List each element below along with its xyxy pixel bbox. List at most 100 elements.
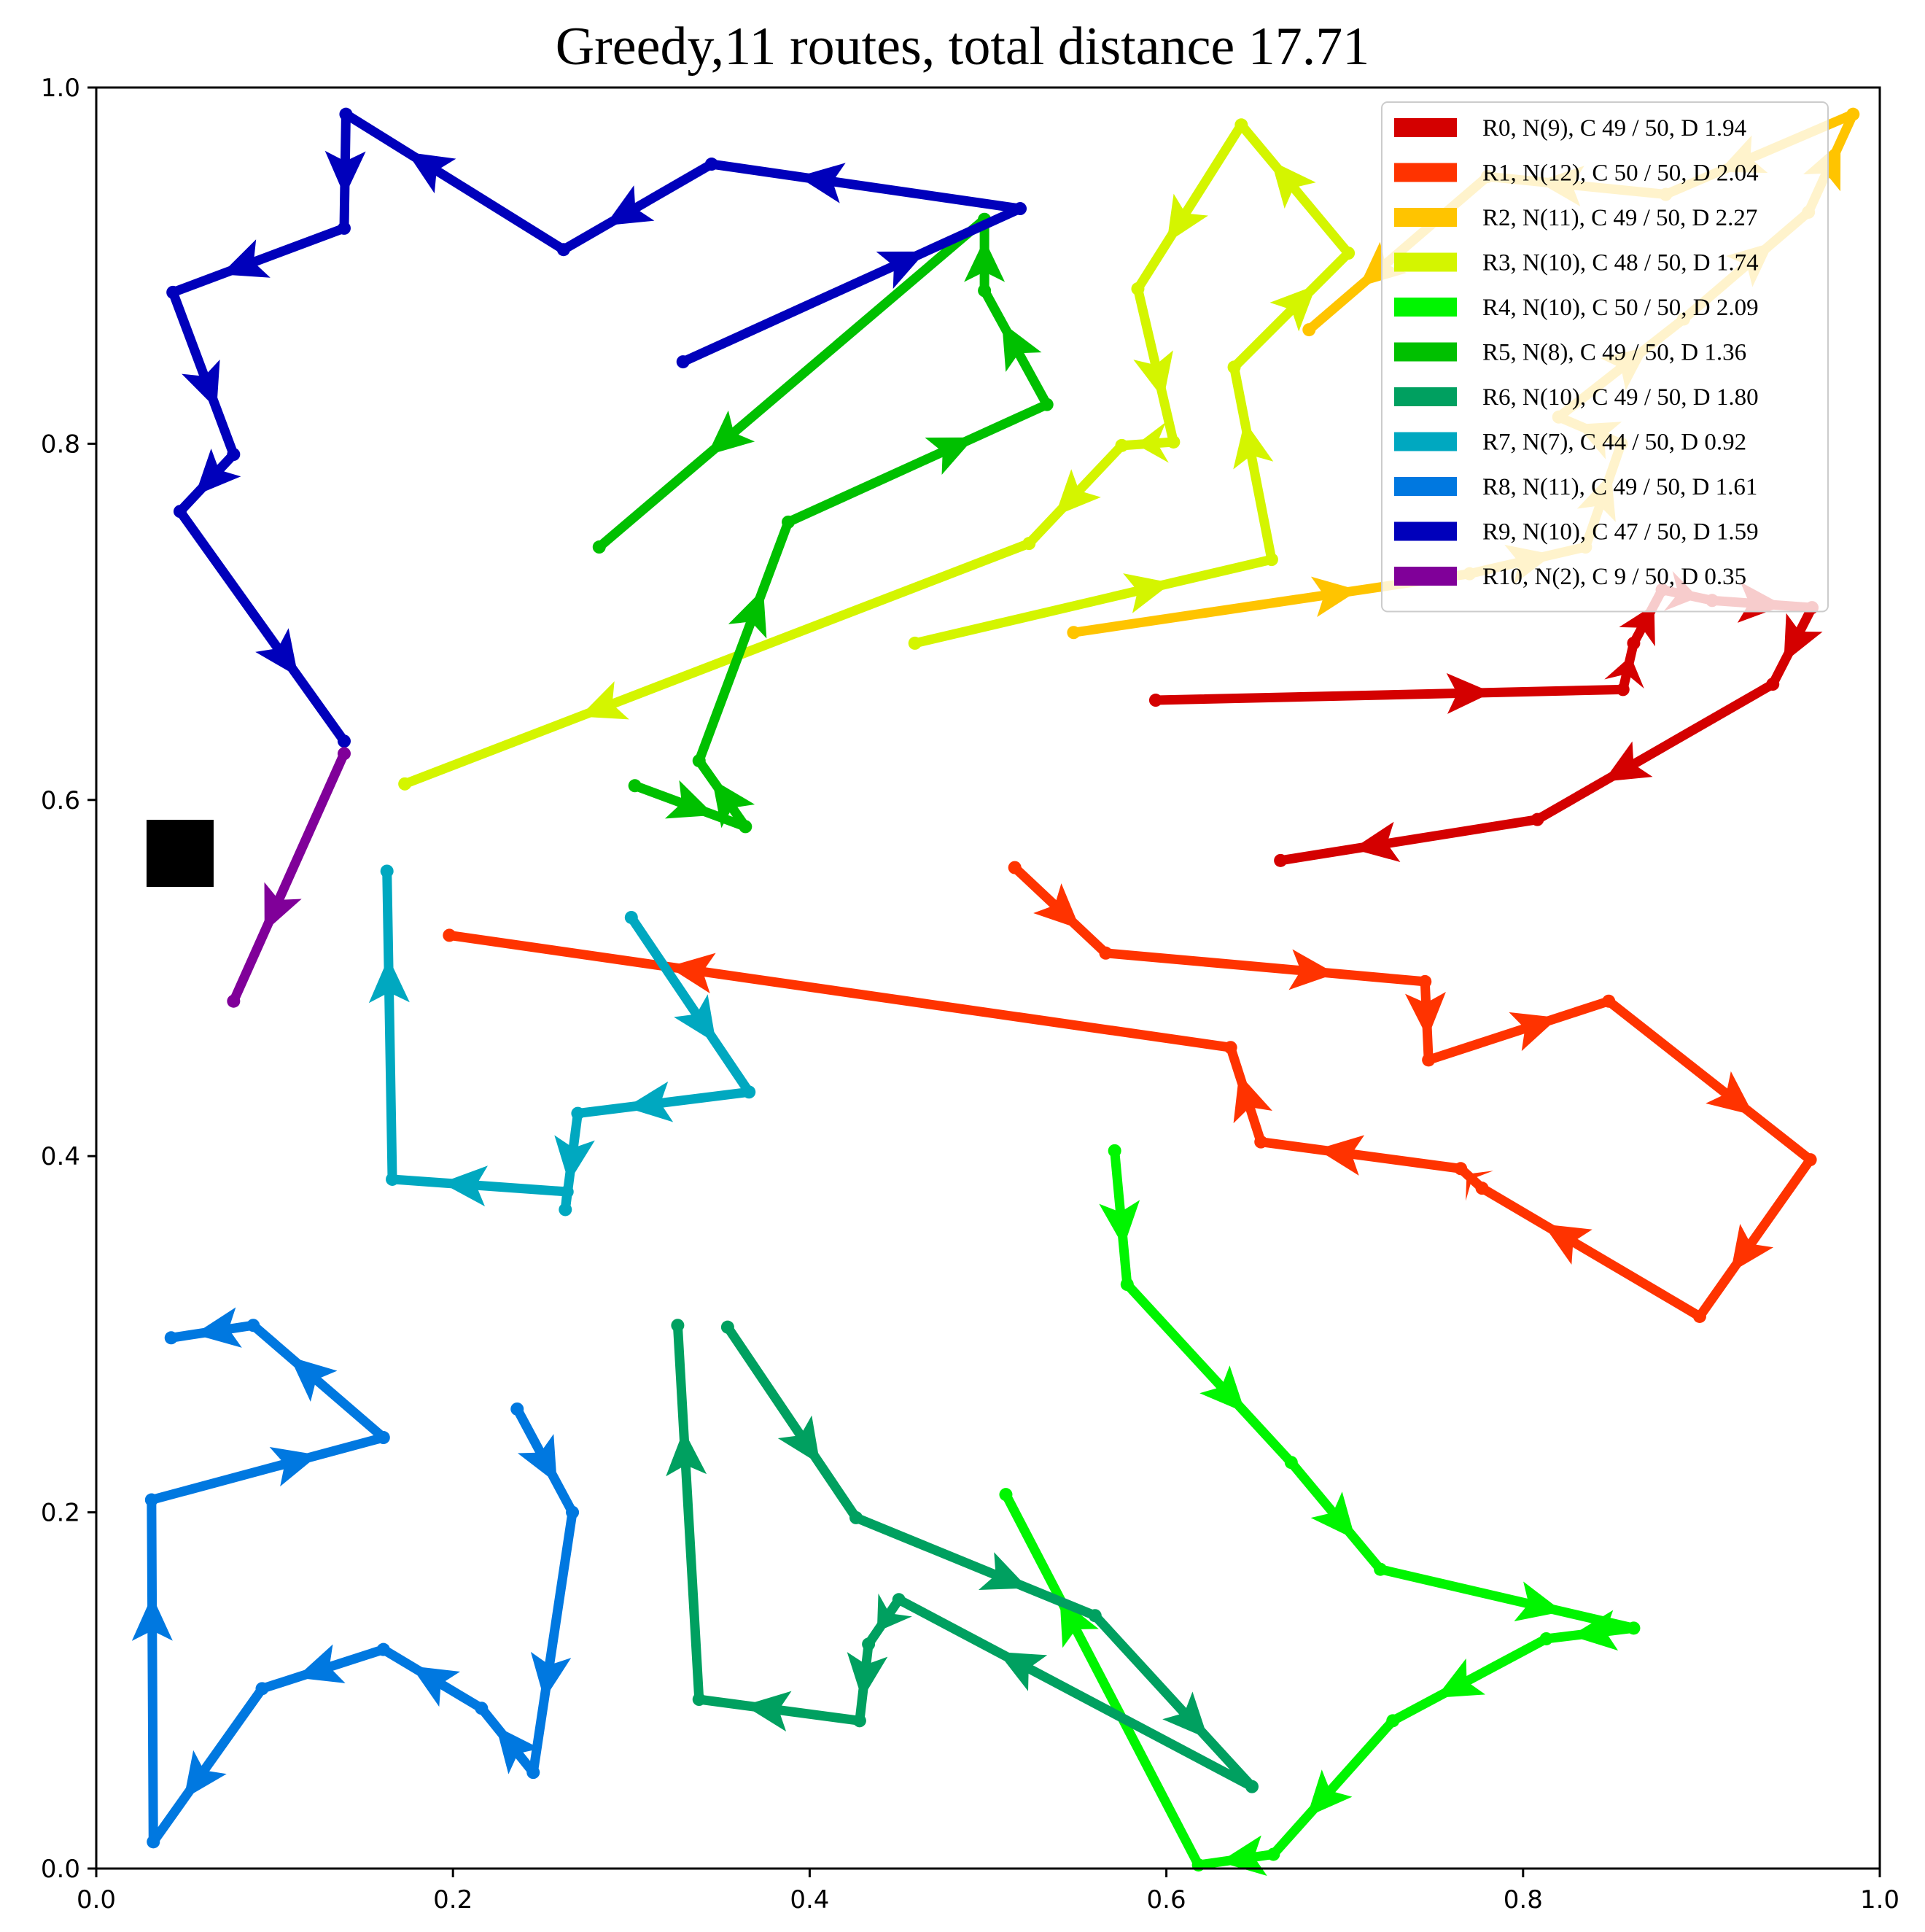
- route-4-stop: [1120, 1278, 1134, 1292]
- route-3-segment: [1236, 120, 1353, 258]
- route-3: [398, 118, 1356, 791]
- route-5-arrowhead: [728, 589, 767, 639]
- route-4-segment: [1122, 1279, 1296, 1467]
- route-4-stop: [1627, 1621, 1641, 1635]
- x-tick-label: 0.0: [77, 1885, 116, 1914]
- route-5-segment: [594, 214, 989, 552]
- route-3-stop: [1342, 247, 1356, 260]
- legend-swatch-7: [1394, 432, 1457, 451]
- route-7-segment: [626, 912, 754, 1097]
- route-5: [592, 212, 1054, 834]
- route-3-segment: [1132, 120, 1246, 294]
- route-6-arrowhead: [998, 1652, 1048, 1691]
- y-tick-label: 0.0: [41, 1855, 80, 1884]
- route-5-arrowhead: [712, 779, 755, 829]
- route-8-stop: [566, 1505, 580, 1519]
- route-0: [1148, 571, 1823, 867]
- axes: 0.0 0.2 0.4 0.6 0.8 1.0 0.0 0.2 0.4 0.6 0.8 1.0: [41, 74, 1899, 1914]
- route-8-stop: [475, 1702, 489, 1715]
- route-1-segment: [1695, 1155, 1816, 1322]
- route-9-arrowhead: [255, 628, 298, 678]
- route-1-stop: [1475, 1182, 1489, 1195]
- route-6-stop: [692, 1693, 706, 1707]
- route-4-segment: [1000, 1489, 1204, 1870]
- route-1-stop: [1418, 974, 1432, 988]
- route-8-arrowhead: [296, 1644, 346, 1683]
- x-tick-label: 1.0: [1860, 1885, 1899, 1914]
- route-0-arrowhead: [1352, 821, 1401, 862]
- route-6-segment: [694, 1694, 865, 1726]
- route-6-stop: [849, 1510, 863, 1524]
- route-7-stop: [742, 1085, 756, 1099]
- route-4-arrowhead: [1571, 1610, 1619, 1651]
- route-0-segment: [1532, 679, 1778, 825]
- route-3-arrowhead: [1269, 284, 1317, 332]
- route-8-segment: [147, 1432, 389, 1505]
- route-6-arrowhead: [1162, 1691, 1208, 1739]
- route-1-arrowhead: [1033, 883, 1081, 929]
- route-1-stop: [1254, 1135, 1268, 1149]
- route-0-stop: [1766, 678, 1780, 691]
- route-8-stop: [376, 1642, 390, 1656]
- route-7-arrowhead: [626, 1081, 674, 1122]
- route-0-arrowhead: [1603, 741, 1653, 782]
- route-7-arrowhead: [368, 957, 410, 1004]
- route-6-stop: [892, 1593, 906, 1607]
- route-6-segment: [1090, 1610, 1257, 1792]
- legend-swatch-6: [1394, 387, 1457, 406]
- x-tick-label: 0.6: [1147, 1885, 1186, 1914]
- route-7-stop: [624, 910, 638, 924]
- route-7-arrowhead: [674, 994, 717, 1044]
- route-9-stop: [173, 505, 187, 519]
- route-1-arrowhead: [668, 953, 716, 993]
- route-9-arrowhead: [182, 359, 220, 409]
- route-4-arrowhead: [1310, 1491, 1356, 1540]
- route-2-stop: [1067, 626, 1081, 640]
- route-4-arrowhead: [1059, 1598, 1099, 1648]
- route-5-stop: [592, 540, 606, 554]
- route-3-segment: [400, 538, 1034, 789]
- route-6-stop: [852, 1714, 866, 1728]
- legend-swatch-2: [1394, 208, 1457, 227]
- route-9-segment: [678, 203, 1025, 367]
- legend: R0, N(9), C 49 / 50, D 1.94 R1, N(12), C …: [1381, 101, 1829, 613]
- route-1-arrowhead: [1730, 1224, 1774, 1273]
- route-6-arrowhead: [666, 1429, 707, 1477]
- plot-area: [131, 107, 1860, 1876]
- route-8-stop: [147, 1835, 160, 1849]
- route-6-segment: [723, 1322, 861, 1523]
- legend-swatch-0: [1394, 118, 1457, 137]
- route-4-arrowhead: [1514, 1581, 1563, 1622]
- route-6-segment: [672, 1320, 704, 1704]
- route-1: [443, 861, 1817, 1323]
- route-8-arrowhead: [194, 1307, 242, 1348]
- route-6-stop: [1245, 1780, 1259, 1793]
- route-9: [166, 107, 1027, 748]
- route-5-arrowhead: [707, 410, 755, 456]
- route-9-segment: [559, 159, 717, 255]
- route-4-stop: [1284, 1456, 1298, 1470]
- route-5-stop: [1040, 397, 1054, 411]
- route-0-stop: [1616, 683, 1630, 697]
- legend-label-2: R2, N(11), C 49 / 50, D 2.27: [1482, 205, 1757, 231]
- route-9-segment: [175, 506, 349, 746]
- route-0-arrowhead: [1784, 613, 1823, 663]
- route-1-arrowhead: [1706, 1071, 1754, 1116]
- route-0-arrowhead: [1446, 672, 1493, 714]
- depot-marker: [146, 820, 214, 888]
- route-2-stop: [1302, 323, 1316, 337]
- route-2-stop: [1846, 107, 1860, 121]
- route-3-stop: [1264, 553, 1278, 567]
- route-8-stop: [376, 1431, 390, 1445]
- route-6-stop: [1088, 1609, 1102, 1623]
- route-4-segment: [1375, 1564, 1638, 1633]
- route-6-segment: [851, 1513, 1100, 1621]
- route-7-stop: [380, 864, 394, 878]
- route-1-arrowhead: [1288, 949, 1336, 990]
- route-3-arrowhead: [579, 681, 629, 720]
- route-1-segment: [1256, 1137, 1466, 1173]
- route-3-segment: [1229, 362, 1277, 565]
- route-6-arrowhead: [876, 1593, 912, 1632]
- route-1-arrowhead: [1405, 992, 1446, 1039]
